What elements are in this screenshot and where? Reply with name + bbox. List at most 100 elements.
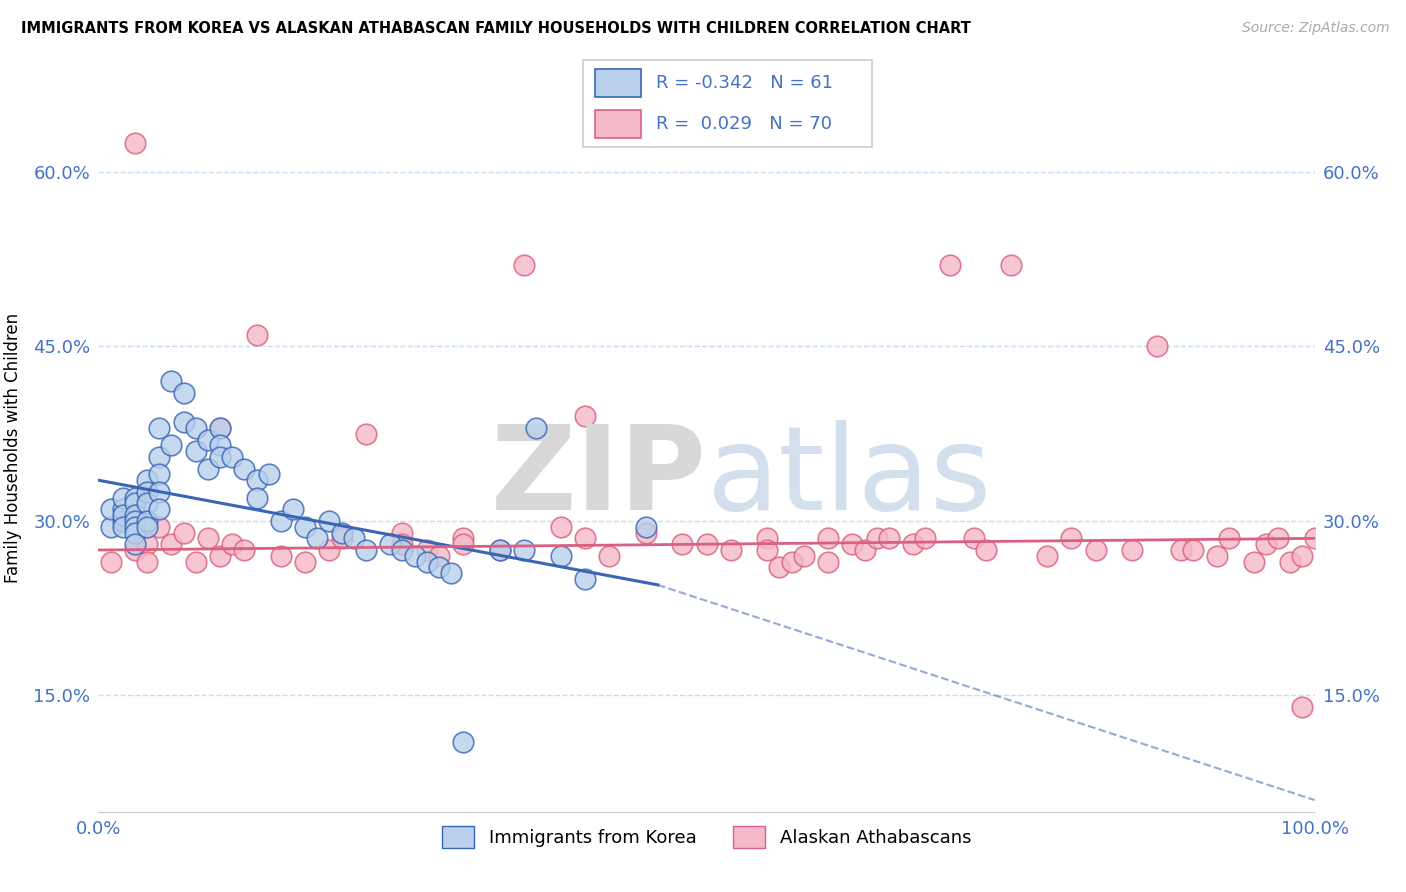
Point: [756, 543, 779, 558]
Point: [245, 327, 267, 342]
Point: [136, 520, 159, 534]
Point: [1291, 549, 1313, 563]
Point: [427, 560, 450, 574]
Text: R = -0.342   N = 61: R = -0.342 N = 61: [655, 74, 832, 93]
Point: [307, 532, 329, 546]
Point: [160, 438, 183, 452]
Point: [233, 461, 256, 475]
FancyBboxPatch shape: [583, 60, 872, 147]
Point: [136, 484, 159, 499]
Point: [1254, 537, 1277, 551]
Point: [330, 525, 353, 540]
Point: [197, 532, 219, 546]
Point: [294, 555, 316, 569]
Point: [221, 450, 243, 464]
Point: [1303, 532, 1326, 546]
Point: [696, 537, 718, 551]
Point: [1291, 700, 1313, 714]
Point: [160, 375, 183, 389]
Point: [184, 444, 207, 458]
Point: [1146, 339, 1168, 353]
Point: [866, 532, 889, 546]
Point: [354, 543, 377, 558]
Point: [1243, 555, 1265, 569]
Point: [209, 421, 232, 435]
Point: [634, 520, 657, 534]
Point: [877, 532, 900, 546]
Point: [136, 473, 159, 487]
Point: [1084, 543, 1107, 558]
Point: [453, 532, 475, 546]
Point: [574, 572, 596, 586]
Point: [111, 508, 134, 522]
Point: [391, 537, 413, 551]
Point: [124, 514, 146, 528]
Point: [391, 525, 413, 540]
Point: [488, 543, 510, 558]
Text: atlas: atlas: [707, 420, 991, 535]
Point: [111, 502, 134, 516]
Point: [939, 258, 962, 272]
Point: [209, 450, 232, 464]
Point: [416, 543, 439, 558]
Point: [173, 415, 195, 429]
Point: [1170, 543, 1192, 558]
Point: [574, 532, 596, 546]
Point: [124, 525, 146, 540]
Point: [453, 735, 475, 749]
Point: [671, 537, 693, 551]
Point: [1000, 258, 1022, 272]
Text: IMMIGRANTS FROM KOREA VS ALASKAN ATHABASCAN FAMILY HOUSEHOLDS WITH CHILDREN CORR: IMMIGRANTS FROM KOREA VS ALASKAN ATHABAS…: [21, 21, 972, 36]
Point: [513, 543, 536, 558]
Point: [221, 537, 243, 551]
Point: [111, 514, 134, 528]
Bar: [595, 110, 641, 138]
Point: [281, 502, 304, 516]
Legend: Immigrants from Korea, Alaskan Athabascans: Immigrants from Korea, Alaskan Athabasca…: [433, 817, 980, 857]
Point: [550, 549, 572, 563]
Point: [197, 433, 219, 447]
Point: [524, 421, 547, 435]
Text: R =  0.029   N = 70: R = 0.029 N = 70: [655, 114, 831, 133]
Point: [318, 543, 340, 558]
Point: [903, 537, 925, 551]
Point: [148, 502, 170, 516]
Point: [124, 543, 146, 558]
Point: [817, 532, 839, 546]
Point: [550, 520, 572, 534]
Point: [343, 532, 366, 546]
Point: [233, 543, 256, 558]
Point: [136, 555, 159, 569]
Point: [197, 461, 219, 475]
Point: [245, 491, 267, 505]
Point: [184, 421, 207, 435]
Point: [574, 409, 596, 424]
Point: [1182, 543, 1205, 558]
Point: [148, 421, 170, 435]
Point: [380, 537, 402, 551]
Point: [841, 537, 863, 551]
Point: [404, 549, 426, 563]
Point: [294, 520, 316, 534]
Point: [184, 555, 207, 569]
Point: [416, 555, 439, 569]
Point: [124, 136, 146, 150]
Point: [124, 537, 146, 551]
Point: [209, 421, 232, 435]
Point: [440, 566, 463, 581]
Point: [136, 514, 159, 528]
Point: [1060, 532, 1083, 546]
Point: [974, 543, 997, 558]
Point: [1036, 549, 1059, 563]
Point: [793, 549, 815, 563]
Point: [963, 532, 986, 546]
Point: [768, 560, 790, 574]
Point: [1267, 532, 1289, 546]
Point: [160, 537, 183, 551]
Point: [391, 543, 413, 558]
Point: [136, 537, 159, 551]
Point: [136, 496, 159, 510]
Point: [209, 549, 232, 563]
Point: [318, 514, 340, 528]
Point: [257, 467, 280, 482]
